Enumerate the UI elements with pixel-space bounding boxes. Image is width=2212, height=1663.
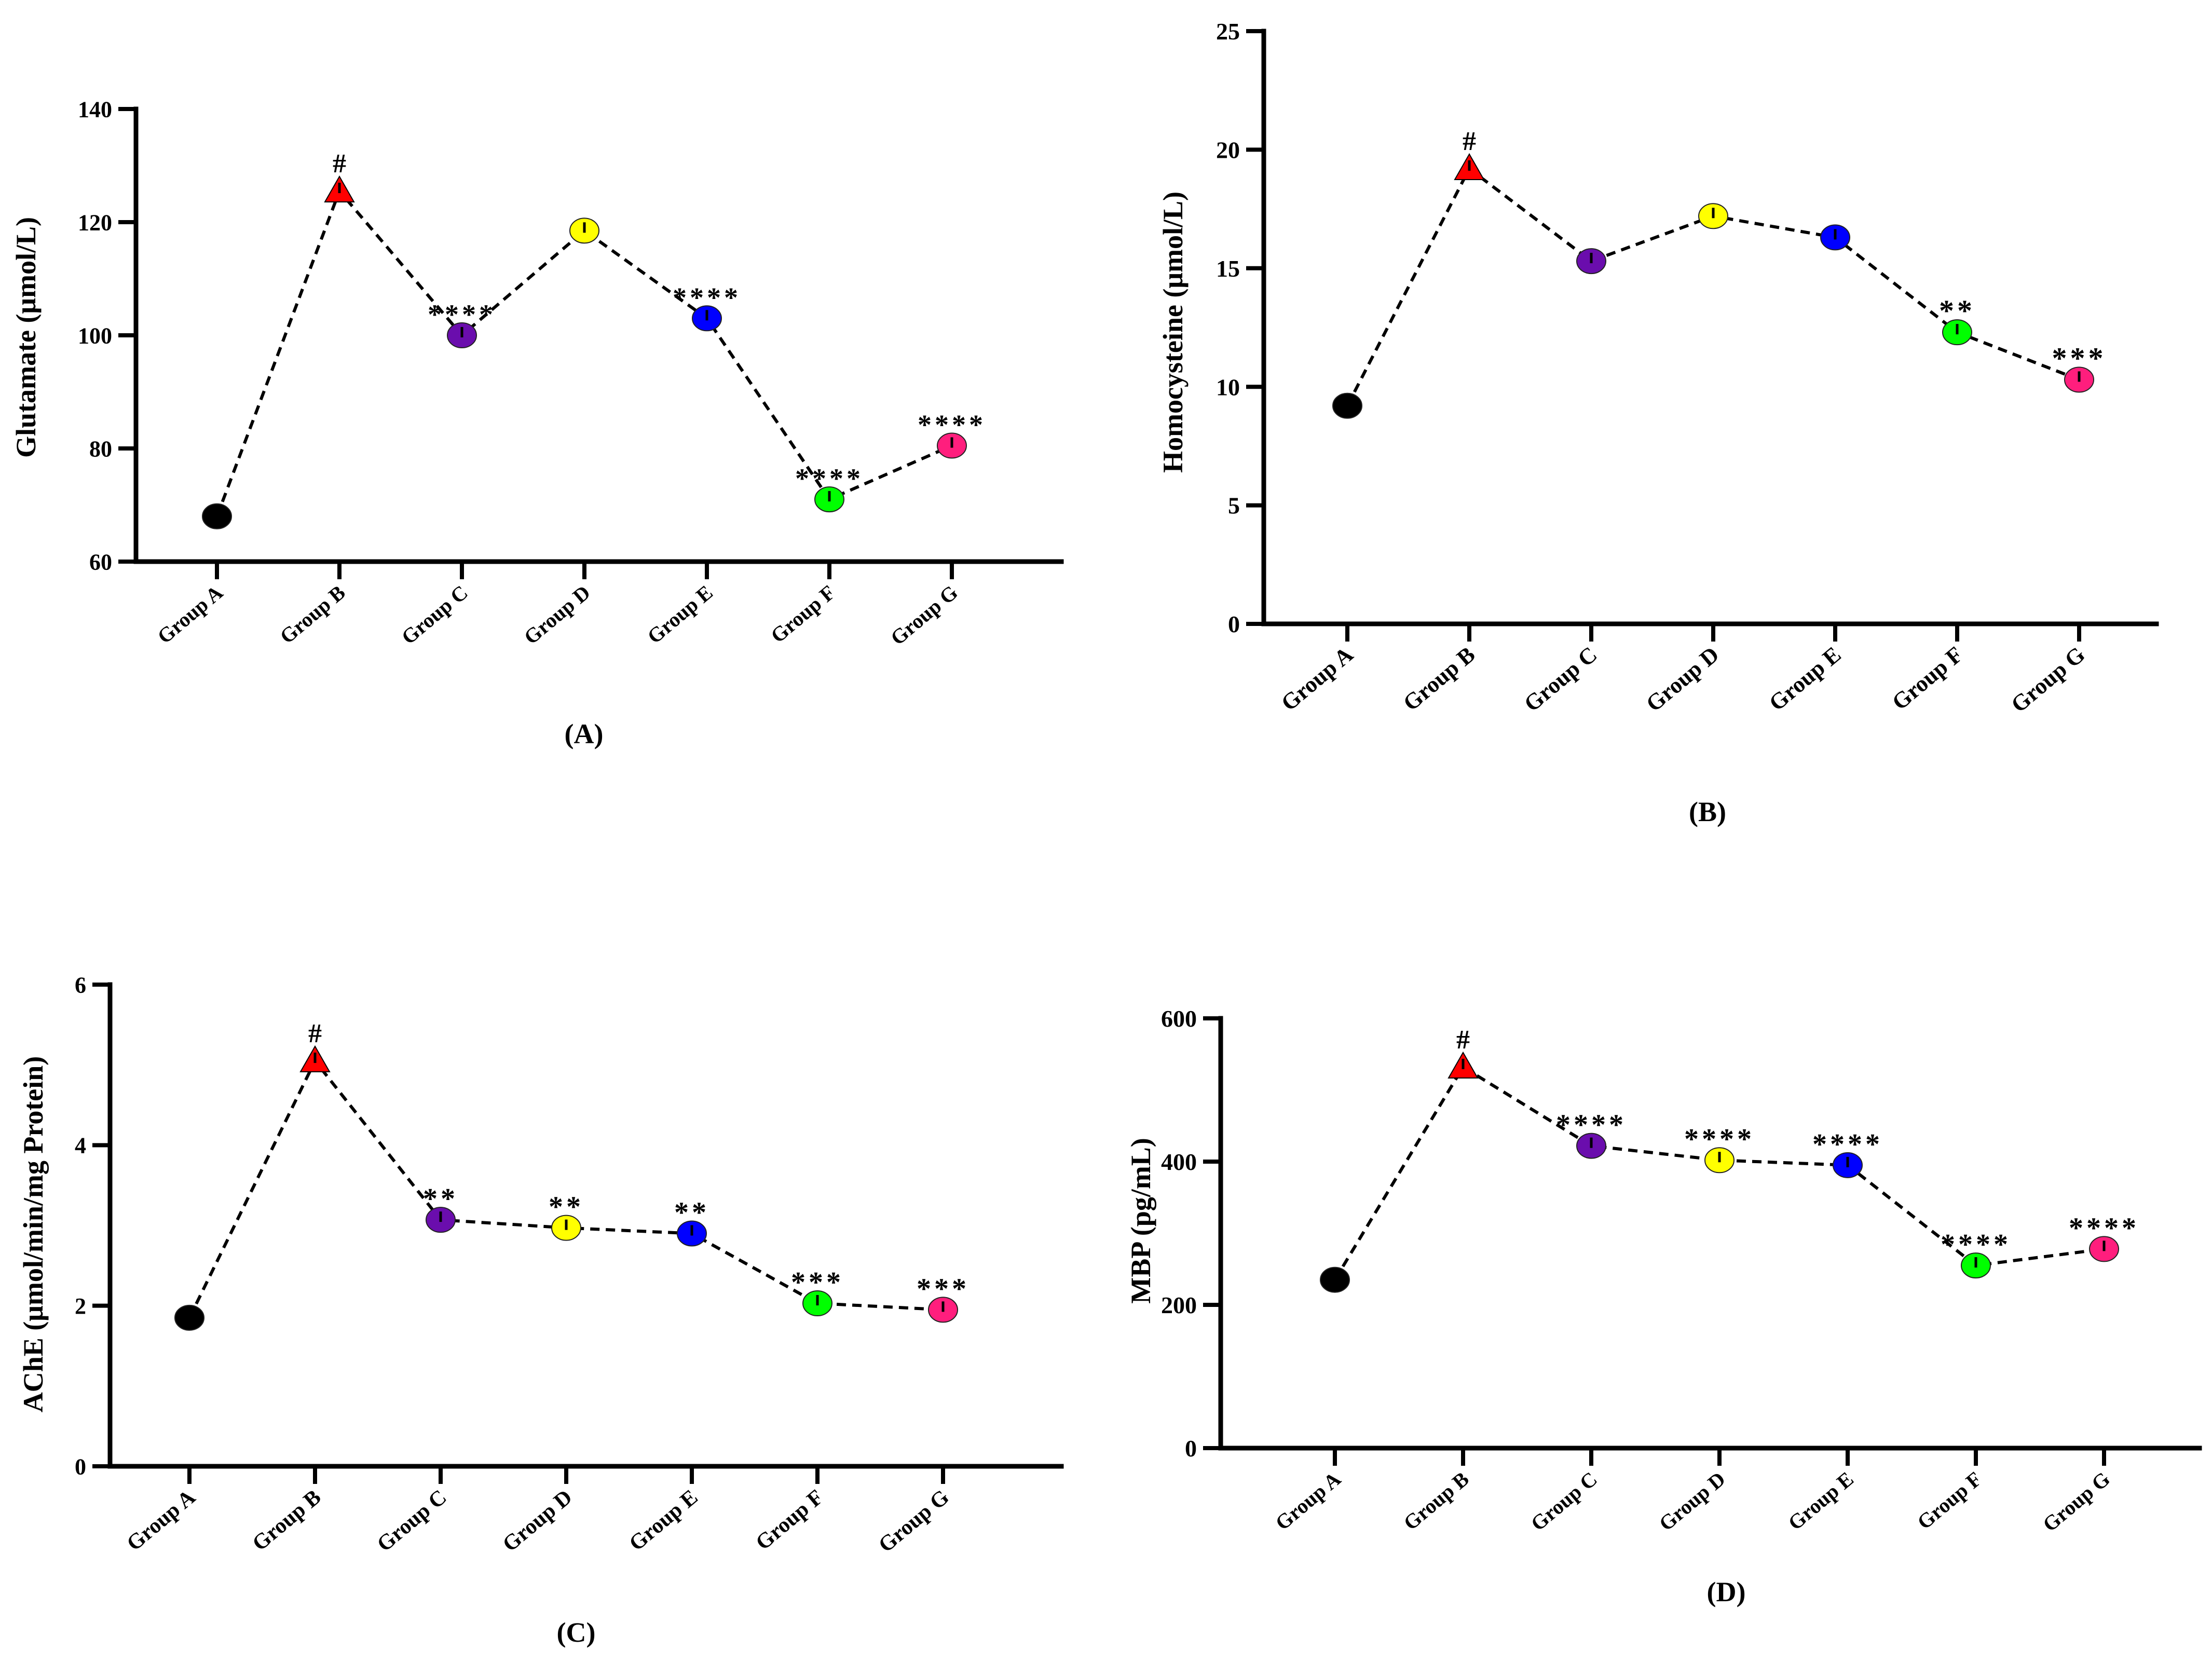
x-tick-label: Group B <box>275 580 349 648</box>
x-tick-label: Group F <box>1913 1467 1986 1534</box>
x-tick-label: Group A <box>122 1485 200 1556</box>
x-tick-label: Group E <box>643 580 717 648</box>
x-tick-label: Group F <box>1887 642 1968 715</box>
significance-annotation: ** <box>674 1196 709 1229</box>
y-tick-label: 15 <box>1216 255 1240 282</box>
panel-label: (B) <box>1689 796 1726 827</box>
y-tick-label: 25 <box>1216 18 1240 45</box>
x-tick-label: Group G <box>2038 1467 2114 1536</box>
x-tick-label: Group G <box>2006 642 2090 717</box>
x-tick-label: Group F <box>752 1485 828 1555</box>
x-tick-label: Group D <box>1641 642 1724 717</box>
chart-panel-b: 0 5 10 15 20 25 Group A Group B Group C Group D Gr… <box>1157 18 2159 827</box>
chart-panel-c: 0 2 4 6 Group A Group B Group C Group D Group E G… <box>18 972 1064 1648</box>
y-tick-label: 140 <box>78 97 112 122</box>
significance-annotation: **** <box>918 410 986 441</box>
y-tick-label: 4 <box>75 1133 86 1158</box>
y-tick-label: 2 <box>75 1293 86 1319</box>
y-axis-title: MBP (pg/mL) <box>1125 1138 1156 1304</box>
x-tick-label: Group A <box>1276 642 1358 716</box>
x-tick-label: Group D <box>520 580 595 649</box>
x-tick-label: Group E <box>1764 642 1846 716</box>
x-tick-label: Group B <box>1398 642 1480 716</box>
significance-annotation: **** <box>1812 1128 1883 1161</box>
significance-annotation: **** <box>2069 1212 2139 1244</box>
y-tick-label: 600 <box>1161 1005 1197 1032</box>
y-tick-label: 80 <box>89 436 112 461</box>
significance-annotation: **** <box>795 463 864 494</box>
chart-panel-d: 0 200 400 600 Group A Group B Group C Group D Gr… <box>1125 1005 2202 1607</box>
panel-label: (A) <box>565 718 604 749</box>
y-axis-title: Homocysteine (μmol/L) <box>1157 192 1189 473</box>
significance-annotation: *** <box>791 1266 844 1299</box>
x-tick-label: Group B <box>248 1485 326 1556</box>
hash-annotation: # <box>333 149 346 179</box>
y-axis-title: Glutamate (μmol/L) <box>10 217 42 458</box>
x-tick-label: Group C <box>1519 642 1602 717</box>
significance-annotation: ** <box>1939 294 1975 328</box>
x-tick-label: Group A <box>153 580 227 648</box>
significance-annotation: **** <box>1941 1229 2011 1261</box>
significance-annotation: **** <box>428 299 496 330</box>
y-tick-label: 5 <box>1228 493 1240 519</box>
x-tick-label: Group F <box>766 580 840 647</box>
y-tick-label: 0 <box>75 1454 86 1479</box>
significance-annotation: **** <box>1684 1123 1755 1155</box>
significance-annotation: ** <box>549 1191 584 1223</box>
y-axis-title: AChE (μmol/min/mg Protein) <box>18 1056 49 1413</box>
x-tick-label: Group G <box>874 1485 953 1557</box>
y-tick-label: 100 <box>78 323 112 348</box>
y-tick-label: 60 <box>89 549 112 575</box>
significance-annotation: ** <box>423 1183 458 1215</box>
x-tick-label: Group D <box>498 1485 577 1557</box>
y-tick-label: 20 <box>1216 137 1240 163</box>
panel-label: (C) <box>557 1617 596 1648</box>
chart-panel-a: 60 80 100 120 140 Group A Group B Group C Group … <box>10 97 1064 749</box>
y-tick-label: 120 <box>78 210 112 235</box>
y-tick-label: 0 <box>1228 611 1240 637</box>
y-tick-label: 6 <box>75 972 86 998</box>
hash-annotation: # <box>1463 127 1476 156</box>
x-tick-label: Group C <box>373 1485 451 1557</box>
x-tick-label: Group C <box>1526 1467 1602 1535</box>
panel-label: (D) <box>1707 1576 1746 1607</box>
x-tick-label: Group E <box>1783 1467 1858 1534</box>
significance-annotation: **** <box>1556 1109 1627 1141</box>
x-tick-label: Group E <box>625 1485 703 1556</box>
x-tick-label: Group C <box>397 580 472 649</box>
y-tick-label: 200 <box>1161 1292 1197 1318</box>
significance-annotation: *** <box>917 1273 970 1305</box>
x-tick-label: Group D <box>1655 1467 1730 1535</box>
y-tick-label: 0 <box>1185 1435 1197 1462</box>
significance-annotation: *** <box>2052 341 2107 375</box>
y-tick-label: 400 <box>1161 1149 1197 1175</box>
hash-annotation: # <box>1456 1025 1470 1055</box>
x-tick-label: Group B <box>1399 1467 1473 1534</box>
hash-annotation: # <box>308 1019 322 1048</box>
x-tick-label: Group G <box>886 580 962 649</box>
significance-annotation: **** <box>673 282 741 313</box>
y-tick-label: 10 <box>1216 374 1240 400</box>
x-tick-label: Group A <box>1271 1467 1345 1535</box>
